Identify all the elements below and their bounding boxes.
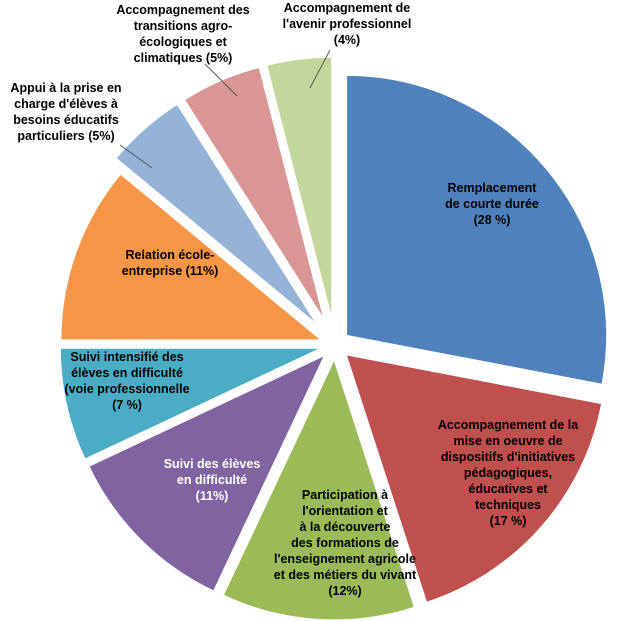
pie-slice-relation-ecole-entreprise xyxy=(60,173,323,341)
pie-label-participation-orientation: Participation à l'orientation et à la déco… xyxy=(274,488,417,598)
pie-label-avenir-professionnel: Accompagnement de l'avenir professionnel(… xyxy=(283,1,412,47)
pie-slice-participation-orientation xyxy=(222,358,416,621)
leader-line xyxy=(119,144,153,169)
leader-line xyxy=(309,49,331,89)
pie-label-transitions-agro-ecologiques: Accompagnement des transitions agro-écolo… xyxy=(116,3,249,65)
pie-label-remplacement-courte-duree: Remplacement de courte durée (28 %) xyxy=(445,181,539,227)
pie-slice-dispositifs-initiatives xyxy=(345,354,603,603)
pie-label-suivi-eleves-difficulte: Suivi des élèves en difficulté (11%) xyxy=(164,457,261,503)
pie-label-dispositifs-initiatives: Accompagnement de la mise en oeuvre de dis… xyxy=(438,418,579,528)
pie-slice-remplacement-courte-duree xyxy=(346,74,608,385)
pie-slice-transitions-agro-ecologiques xyxy=(183,66,325,320)
pie-slice-suivi-eleves-difficulte xyxy=(88,354,326,592)
pie-slice-suivi-intensifie xyxy=(59,347,321,460)
pie-slice-avenir-professionnel xyxy=(266,56,332,318)
pie-label-appui-besoins-educatifs: Appui à la prise en charge d'élèves à beso… xyxy=(10,81,121,143)
pie-label-suivi-intensifie: Suivi intensifié des élèves en difficulté… xyxy=(64,350,189,412)
pie-slice-appui-besoins-educatifs xyxy=(115,103,317,325)
pie-label-relation-ecole-entreprise: Relation école-entreprise (11%) xyxy=(122,248,219,278)
leader-line xyxy=(204,63,238,97)
